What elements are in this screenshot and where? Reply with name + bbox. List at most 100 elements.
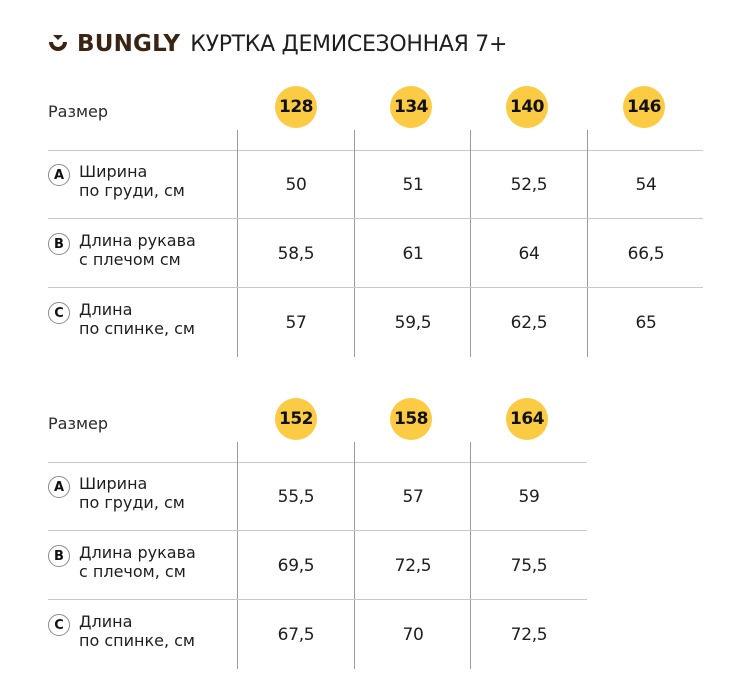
- row-label: A Ширина по груди, см: [48, 474, 185, 512]
- grid-line: [237, 288, 238, 357]
- size-badge: 140: [506, 86, 548, 128]
- label-line: Длина: [79, 612, 133, 631]
- size-header-row: Размер 128 134 140 146: [48, 86, 703, 151]
- row-divider: [48, 287, 703, 288]
- letter-b-icon: B: [48, 233, 70, 255]
- row-divider: [48, 218, 703, 219]
- table-cell: 64: [518, 243, 540, 264]
- table-row: A Ширина по груди, см 55,5 57 59: [48, 462, 587, 531]
- table-cell: 69,5: [277, 555, 315, 576]
- grid-line: [237, 600, 238, 669]
- table-cell: 57: [285, 312, 307, 333]
- grid-line: [587, 130, 588, 150]
- grid-line: [470, 531, 471, 600]
- row-divider: [48, 599, 587, 600]
- table-cell: 59,5: [394, 312, 432, 333]
- size-label: Размер: [48, 414, 109, 433]
- grid-line: [470, 442, 471, 462]
- product-title: КУРТКА ДЕМИСЕЗОННАЯ 7+: [190, 31, 508, 57]
- table-cell: 54: [635, 174, 657, 195]
- row-divider: [48, 530, 587, 531]
- table-cell: 50: [285, 174, 307, 195]
- size-badge: 152: [275, 398, 317, 440]
- size-badge: 164: [506, 398, 548, 440]
- table-cell: 62,5: [510, 312, 548, 333]
- table-cell: 75,5: [510, 555, 548, 576]
- size-badge: 134: [390, 86, 432, 128]
- table-cell: 51: [402, 174, 424, 195]
- size-label: Размер: [48, 102, 109, 121]
- grid-line: [354, 531, 355, 600]
- table-row: B Длина рукава с плечом, см 69,5 72,5 75,…: [48, 531, 587, 600]
- grid-line: [354, 288, 355, 357]
- label-line: Длина рукава: [79, 543, 196, 562]
- letter-b-icon: B: [48, 545, 70, 567]
- grid-line: [587, 288, 588, 357]
- row-label: C Длина по спинке, см: [48, 300, 195, 338]
- grid-line: [354, 150, 355, 219]
- table-cell: 72,5: [510, 624, 548, 645]
- grid-line: [237, 462, 238, 531]
- label-line: по спинке, см: [79, 319, 195, 338]
- label-line: с плечом, см: [79, 562, 186, 581]
- grid-line: [470, 600, 471, 669]
- grid-line: [587, 150, 588, 219]
- table-row: B Длина рукава с плечом см 58,5 61 64 66,…: [48, 219, 703, 288]
- table-cell: 65: [635, 312, 657, 333]
- label-line: по груди, см: [79, 493, 185, 512]
- grid-line: [470, 130, 471, 150]
- header: BUNGLY КУРТКА ДЕМИСЕЗОННАЯ 7+: [47, 26, 507, 62]
- label-line: с плечом см: [79, 250, 181, 269]
- label-line: Ширина: [79, 162, 148, 181]
- table-cell: 70: [402, 624, 424, 645]
- row-label: C Длина по спинке, см: [48, 612, 195, 650]
- size-badge: 158: [390, 398, 432, 440]
- row-divider: [48, 150, 703, 151]
- table-row: A Ширина по груди, см 50 51 52,5 54: [48, 150, 703, 219]
- grid-line: [470, 462, 471, 531]
- grid-line: [354, 442, 355, 462]
- table-cell: 67,5: [277, 624, 315, 645]
- grid-line: [354, 462, 355, 531]
- bungly-logo-icon: [49, 35, 67, 51]
- grid-line: [470, 150, 471, 219]
- letter-c-icon: C: [48, 614, 70, 636]
- grid-line: [237, 150, 238, 219]
- grid-line: [354, 130, 355, 150]
- table-row: C Длина по спинке, см 67,5 70 72,5: [48, 600, 587, 669]
- grid-line: [470, 288, 471, 357]
- letter-a-icon: A: [48, 164, 70, 186]
- label-line: Ширина: [79, 474, 148, 493]
- grid-line: [470, 219, 471, 288]
- table-cell: 58,5: [277, 243, 315, 264]
- table-cell: 61: [402, 243, 424, 264]
- size-table-1: Размер 128 134 140 146 A Ширина по груди,…: [48, 86, 703, 357]
- label-line: по груди, см: [79, 181, 185, 200]
- letter-a-icon: A: [48, 476, 70, 498]
- brand-name: BUNGLY: [77, 31, 181, 57]
- grid-line: [587, 219, 588, 288]
- table-cell: 66,5: [627, 243, 665, 264]
- grid-line: [237, 219, 238, 288]
- label-line: Длина рукава: [79, 231, 196, 250]
- label-line: Длина: [79, 300, 133, 319]
- table-cell: 72,5: [394, 555, 432, 576]
- grid-line: [237, 130, 238, 150]
- grid-line: [237, 531, 238, 600]
- table-cell: 59: [518, 486, 540, 507]
- row-label: B Длина рукава с плечом см: [48, 231, 196, 269]
- grid-line: [237, 442, 238, 462]
- row-label: A Ширина по груди, см: [48, 162, 185, 200]
- label-line: по спинке, см: [79, 631, 195, 650]
- table-row: C Длина по спинке, см 57 59,5 62,5 65: [48, 288, 703, 357]
- size-badge: 146: [623, 86, 665, 128]
- letter-c-icon: C: [48, 302, 70, 324]
- size-table-2: Размер 152 158 164 A Ширина по груди, см …: [48, 398, 587, 669]
- table-cell: 57: [402, 486, 424, 507]
- grid-line: [354, 600, 355, 669]
- table-cell: 52,5: [510, 174, 548, 195]
- row-label: B Длина рукава с плечом, см: [48, 543, 196, 581]
- size-badge: 128: [275, 86, 317, 128]
- table-cell: 55,5: [277, 486, 315, 507]
